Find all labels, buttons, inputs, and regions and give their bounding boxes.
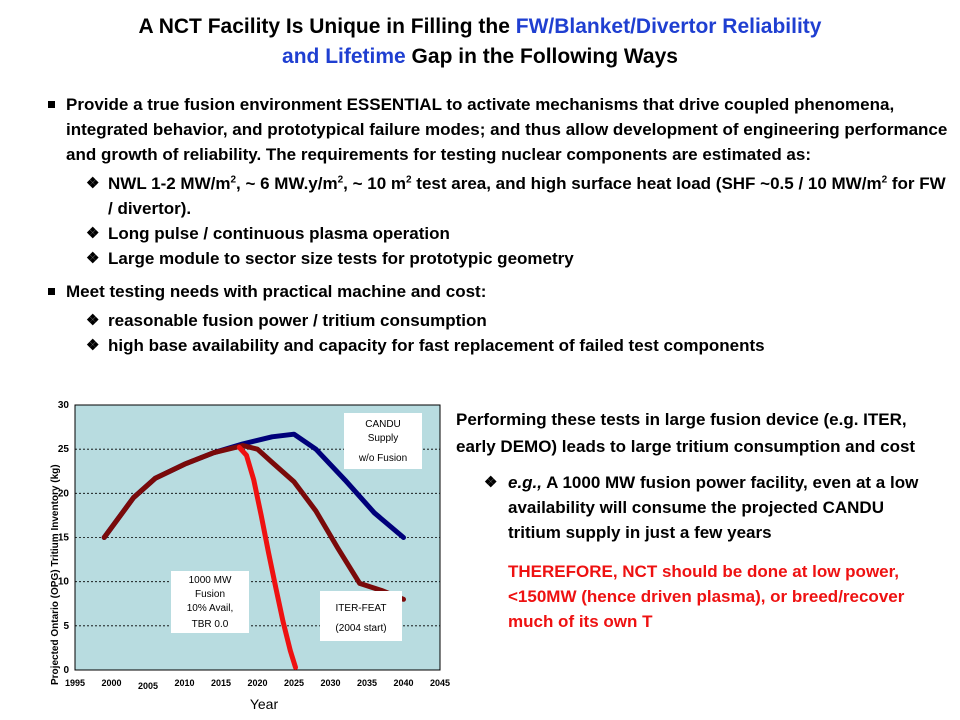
title-line-2: and Lifetime Gap in the Following Ways	[282, 45, 678, 68]
diamond-bullet-icon: ❖	[86, 175, 100, 192]
svg-text:Supply: Supply	[368, 433, 399, 444]
x-tick-label: 2040	[393, 678, 413, 688]
y-tick-label: 20	[58, 488, 70, 499]
y-tick-label: 25	[58, 444, 70, 455]
title-highlight-2: and Lifetime	[282, 45, 406, 68]
svg-text:TBR 0.0: TBR 0.0	[192, 619, 229, 630]
series-lines	[101, 431, 406, 670]
right-paragraph: Performing these tests in large fusion d…	[456, 410, 916, 456]
diamond-bullet-icon: ❖	[484, 474, 498, 491]
square-bullet-icon	[48, 101, 55, 108]
bullet-1-sub-2: ❖ Long pulse / continuous plasma operati…	[48, 221, 948, 246]
x-tick-label: 2045	[430, 678, 450, 688]
diamond-bullet-icon: ❖	[86, 225, 100, 242]
x-tick-label: 2015	[211, 678, 231, 688]
svg-text:Fusion: Fusion	[195, 589, 225, 600]
x-tick-label: 1995	[65, 678, 85, 688]
bullet-2: Meet testing needs with practical machin…	[48, 279, 948, 304]
series-line-1	[101, 443, 406, 602]
title-highlight-1: FW/Blanket/Divertor Reliability	[515, 15, 822, 38]
x-tick-labels: 1995 2000 2005 2010 2015 2020 2025 2030 2035 2040…	[65, 678, 450, 691]
x-tick-label: 2020	[247, 678, 267, 688]
y-axis-label: Projected Ontario (OPG) Tritium Inventor…	[50, 464, 61, 685]
svg-text:(2004 start): (2004 start)	[335, 623, 386, 634]
y-tick-label: 5	[63, 621, 69, 632]
bullet-1-sub-1: ❖ NWL 1-2 MW/m2, ~ 6 MW.y/m2, ~ 10 m2 te…	[48, 171, 948, 221]
slide-title: A NCT Facility Is Unique in Filling the …	[0, 12, 960, 72]
right-sub-bullet: ❖ e.g., A 1000 MW fusion power facility,…	[456, 470, 936, 545]
y-tick-labels: 0 5 10 15 20 25 30	[58, 400, 70, 676]
annotation-1000mw: 1000 MW Fusion 10% Avail, TBR 0.0	[171, 571, 249, 633]
series-line-2	[236, 444, 298, 670]
y-tick-label: 15	[58, 533, 70, 544]
svg-text:1000 MW: 1000 MW	[189, 575, 232, 586]
bullet-2-sub-2: ❖ high base availability and capacity fo…	[48, 333, 948, 358]
svg-text:w/o Fusion: w/o Fusion	[358, 453, 407, 464]
bullet-1-sub-3: ❖ Large module to sector size tests for …	[48, 246, 948, 271]
x-tick-label: 2005	[138, 681, 158, 691]
y-tick-label: 30	[58, 400, 70, 411]
x-tick-label: 2035	[357, 678, 377, 688]
y-tick-label: 10	[58, 577, 70, 588]
diamond-bullet-icon: ❖	[86, 250, 100, 267]
x-axis-label: Year	[250, 696, 279, 712]
title-line-1: A NCT Facility Is Unique in Filling the …	[138, 15, 822, 38]
therefore-statement: THEREFORE, NCT should be done at low pow…	[508, 562, 905, 631]
right-column: Performing these tests in large fusion d…	[456, 406, 936, 634]
x-tick-label: 2010	[174, 678, 194, 688]
annotation-candu: CANDU Supply w/o Fusion	[344, 413, 422, 469]
svg-text:CANDU: CANDU	[365, 419, 401, 430]
svg-text:10% Avail,: 10% Avail,	[187, 603, 234, 614]
bullet-list: Provide a true fusion environment ESSENT…	[48, 92, 948, 358]
diamond-bullet-icon: ❖	[86, 337, 100, 354]
y-tick-label: 0	[63, 665, 69, 676]
annotation-iter-feat: ITER-FEAT (2004 start)	[320, 591, 402, 641]
square-bullet-icon	[48, 288, 55, 295]
diamond-bullet-icon: ❖	[86, 312, 100, 329]
x-tick-label: 2025	[284, 678, 304, 688]
x-tick-label: 2000	[101, 678, 121, 688]
bullet-2-sub-1: ❖ reasonable fusion power / tritium cons…	[48, 308, 948, 333]
svg-text:ITER-FEAT: ITER-FEAT	[336, 603, 387, 614]
bullet-1: Provide a true fusion environment ESSENT…	[48, 92, 948, 167]
x-tick-label: 2030	[320, 678, 340, 688]
